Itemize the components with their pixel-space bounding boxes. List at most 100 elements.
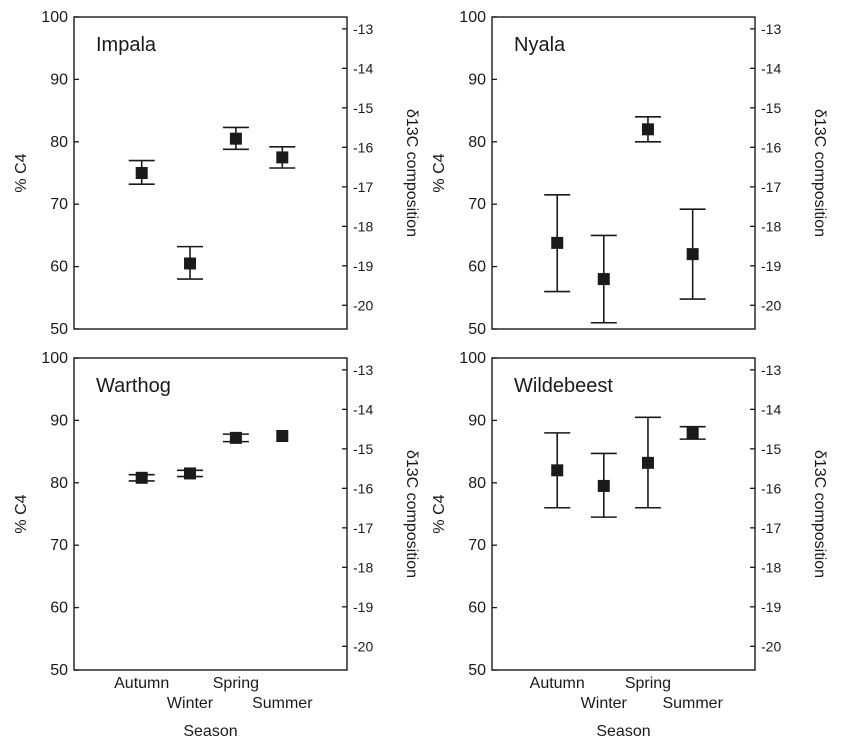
panel-1-right-tick-label: -17 [353, 179, 373, 195]
panel-3-right-tick-label: -15 [353, 441, 373, 457]
panel-4-right-tick-label: -16 [761, 480, 781, 496]
panel-3-season-label: Summer [252, 695, 313, 712]
panel-2-title: Nyala [514, 34, 566, 56]
panel-1-data-point-3 [229, 132, 242, 145]
panel-3-data-point-1 [135, 471, 148, 484]
panel-2-data-point-3 [641, 123, 654, 136]
panel-4: 50 60 70 80 90 100 -13 -14 -15 -16 -17 -18 -19 -20 Wil… [431, 350, 828, 737]
panel-2-right-tick-label: -15 [761, 100, 781, 116]
panel-4-x-axis-label: Season [596, 723, 650, 737]
panel-4-data-point-4 [686, 426, 699, 439]
panel-1-left-tick-label: 90 [50, 71, 68, 88]
panel-3-left-tick-label: 60 [50, 600, 68, 617]
panel-2-data-point-1 [551, 236, 564, 249]
panel-3-right-tick-label: -20 [353, 638, 373, 654]
panel-4-data-point-3 [641, 456, 654, 469]
panel-1-data-point-1 [135, 167, 148, 179]
panel-2-data-point-2 [597, 273, 610, 286]
panel-4-left-tick-label: 100 [459, 350, 486, 367]
panel-3-data-point-4 [276, 430, 289, 442]
panel-1-right-tick-label: -13 [353, 21, 373, 37]
panel-2-right-tick-label: -17 [761, 179, 781, 195]
panel-4-right-tick-label: -14 [761, 401, 781, 417]
panel-4-season-label: Autumn [530, 675, 585, 692]
panel-4-left-tick-label: 50 [468, 662, 486, 679]
panel-4-right-axis-label: δ13C composition [811, 450, 828, 578]
panel-3-left-tick-label: 100 [41, 350, 68, 367]
panel-3-right-tick-label: -16 [353, 480, 373, 496]
panel-1-left-tick-label: 70 [50, 196, 68, 213]
panel-3-right-axis-label: δ13C composition [403, 450, 420, 578]
panel-1-data-point-2 [184, 257, 197, 270]
panel-2-left-axis-label: % C4 [431, 153, 448, 192]
panel-1-frame [73, 16, 348, 330]
panel-4-season-label: Spring [625, 675, 671, 692]
panel-1-right-tick-label: -16 [353, 139, 373, 155]
panel-3-data-point-2 [184, 467, 197, 480]
panel-4-right-tick-label: -20 [761, 638, 781, 654]
panel-4-left-tick-label: 60 [468, 600, 486, 617]
panel-4-right-tick-label: -18 [761, 559, 781, 575]
panel-2-left-tick-label: 70 [468, 196, 486, 213]
panel-1-right-tick-label: -19 [353, 258, 373, 274]
panel-3-data-point-3 [229, 431, 242, 444]
panel-3-right-tick-label: -13 [353, 362, 373, 378]
panel-4-right-tick-label: -15 [761, 441, 781, 457]
panel-2-left-tick-label: 60 [468, 259, 486, 276]
panel-4-season-label: Winter [581, 695, 628, 712]
panel-3-season-label: Winter [167, 695, 214, 712]
panel-3-right-tick-label: -19 [353, 599, 373, 615]
panel-3-right-tick-label: -18 [353, 559, 373, 575]
panel-2-data-point-4 [686, 248, 699, 261]
panel-4-right-tick-label: -19 [761, 599, 781, 615]
panel-3-x-axis-label: Season [183, 723, 237, 737]
panel-1-title: Impala [96, 34, 157, 56]
panel-4-data-point-2 [597, 479, 610, 492]
panel-2-right-tick-label: -20 [761, 297, 781, 313]
panel-1-left-tick-label: 100 [41, 9, 68, 26]
panel-2-right-tick-label: -14 [761, 60, 781, 76]
panel-4-right-tick-label: -17 [761, 520, 781, 536]
panel-2-left-tick-label: 80 [468, 134, 486, 151]
panel-2-frame [491, 16, 756, 330]
panel-1-right-tick-label: -14 [353, 60, 373, 76]
panel-4-left-tick-label: 90 [468, 412, 486, 429]
panel-4-data-point-1 [551, 464, 564, 477]
panel-2-left-tick-label: 100 [459, 9, 486, 26]
panel-3-season-label: Autumn [114, 675, 169, 692]
panel-3-right-tick-label: -17 [353, 520, 373, 536]
panel-1-right-axis-label: δ13C composition [403, 109, 420, 237]
panel-3-left-tick-label: 70 [50, 537, 68, 554]
panel-3-season-label: Spring [213, 675, 259, 692]
panel-1-right-tick-label: -15 [353, 100, 373, 116]
panel-1-left-tick-label: 60 [50, 259, 68, 276]
panel-3-left-axis-label: % C4 [13, 494, 30, 533]
panel-4-title: Wildebeest [514, 375, 613, 397]
panel-4-frame [491, 357, 756, 671]
panel-2-right-tick-label: -16 [761, 139, 781, 155]
panel-4-right-tick-label: -13 [761, 362, 781, 378]
panel-1: 50 60 70 80 90 100 -13 -14 -15 -16 -17 -18 -19 -20 Imp… [13, 9, 420, 338]
panel-2-right-tick-label: -13 [761, 21, 781, 37]
panel-3-title: Warthog [96, 375, 171, 397]
panel-2: 50 60 70 80 90 100 -13 -14 -15 -16 -17 -18 -19 -20 Nya… [431, 9, 828, 338]
panel-1-left-tick-label: 80 [50, 134, 68, 151]
panel-2-left-tick-label: 50 [468, 321, 486, 338]
panel-2-right-tick-label: -18 [761, 218, 781, 234]
panel-1-right-tick-label: -18 [353, 218, 373, 234]
panel-1-data-point-4 [276, 151, 289, 164]
panel-4-left-tick-label: 80 [468, 475, 486, 492]
panel-1-left-axis-label: % C4 [13, 153, 30, 192]
panel-3: 50 60 70 80 90 100 -13 -14 -15 -16 -17 -18 -19 -20 War… [13, 350, 420, 737]
panel-4-season-label: Summer [662, 695, 723, 712]
panel-3-right-tick-label: -14 [353, 401, 373, 417]
panel-1-left-tick-label: 50 [50, 321, 68, 338]
panel-1-right-tick-label: -20 [353, 297, 373, 313]
panel-2-right-axis-label: δ13C composition [811, 109, 828, 237]
panel-2-right-tick-label: -19 [761, 258, 781, 274]
panel-3-left-tick-label: 50 [50, 662, 68, 679]
panel-4-left-tick-label: 70 [468, 537, 486, 554]
panel-3-left-tick-label: 80 [50, 475, 68, 492]
panel-3-left-tick-label: 90 [50, 412, 68, 429]
